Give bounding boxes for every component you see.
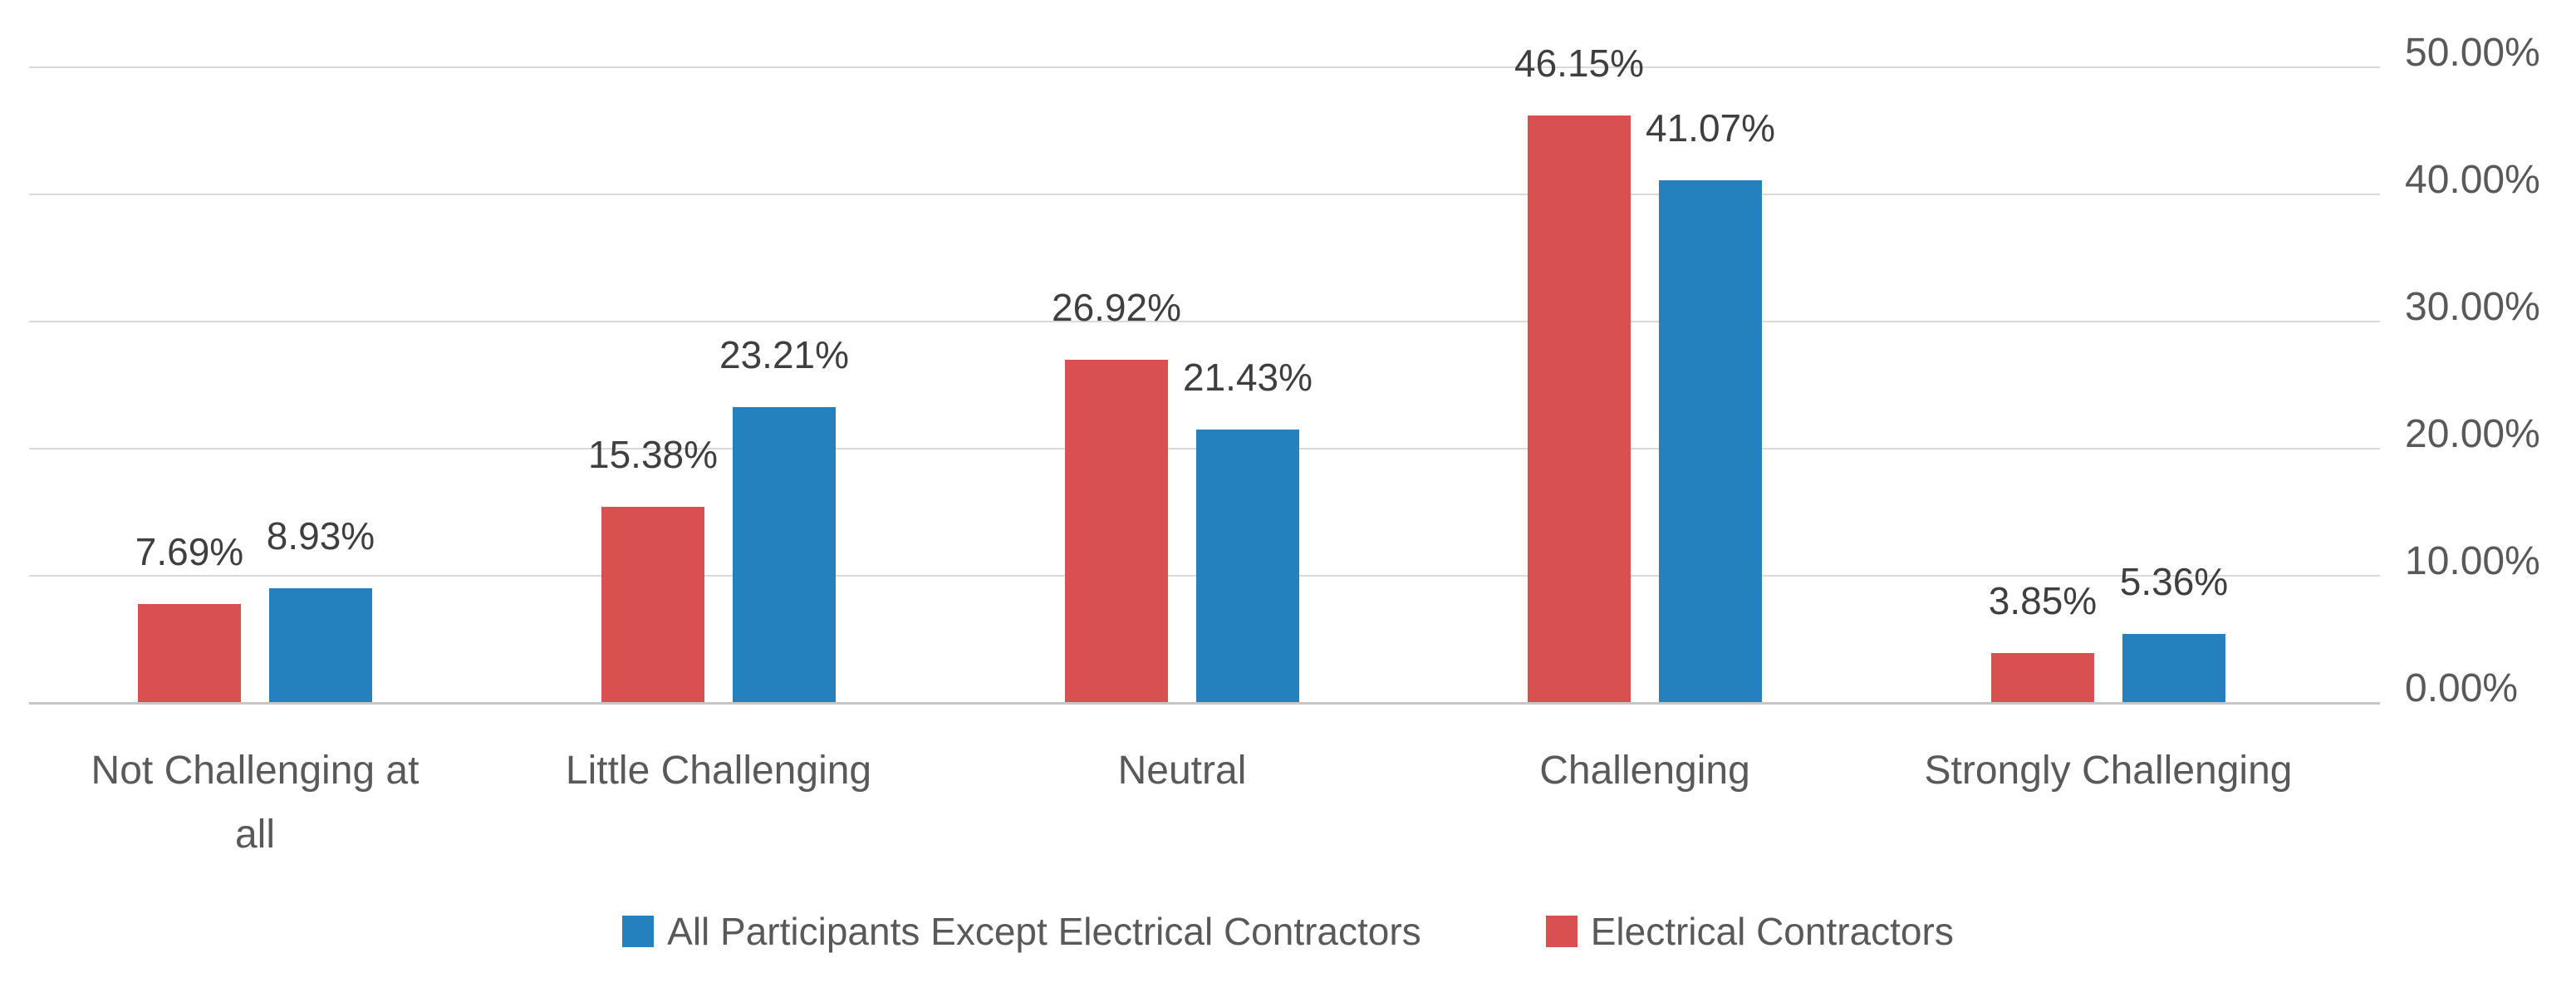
electrical-contractors-value-label: 46.15% [1514, 42, 1645, 85]
legend-swatch [1545, 916, 1577, 947]
legend-item: All Participants Except Electrical Contr… [622, 912, 1421, 951]
all-participants-except-electrical-contractors-value-label: 8.93% [266, 514, 375, 558]
category-label: Strongly Challenging [1924, 749, 2293, 793]
all-participants-except-electrical-contractors-bar [269, 588, 372, 702]
all-participants-except-electrical-contractors-bar [1659, 180, 1762, 702]
legend-item: Electrical Contractors [1545, 910, 1954, 953]
all-participants-except-electrical-contractors-value-label: 41.07% [1645, 106, 1776, 150]
electrical-contractors-bar [1991, 653, 2094, 702]
y-axis-tick-label: 50.00% [2405, 31, 2540, 75]
gridline [29, 194, 2380, 195]
legend: All Participants Except Electrical Contr… [0, 912, 2576, 951]
all-participants-except-electrical-contractors-value-label: 23.21% [719, 333, 850, 376]
y-axis-tick-label: 20.00% [2405, 412, 2540, 456]
legend-label: All Participants Except Electrical Contr… [667, 910, 1421, 953]
electrical-contractors-value-label: 15.38% [587, 433, 719, 476]
y-axis-tick-label: 40.00% [2405, 158, 2540, 202]
y-axis-tick-label: 10.00% [2405, 539, 2540, 583]
electrical-contractors-value-label: 3.85% [1988, 579, 2098, 622]
category-label: Neutral [1117, 749, 1247, 793]
y-axis-tick-label: 0.00% [2405, 666, 2519, 710]
gridline [29, 66, 2380, 68]
all-participants-except-electrical-contractors-bar [1196, 430, 1299, 702]
all-participants-except-electrical-contractors-value-label: 21.43% [1182, 356, 1313, 399]
electrical-contractors-value-label: 26.92% [1051, 286, 1182, 329]
electrical-contractors-bar [601, 507, 704, 702]
all-participants-except-electrical-contractors-bar [2122, 634, 2225, 702]
category-label: Not Challenging at all [91, 749, 420, 857]
all-participants-except-electrical-contractors-value-label: 5.36% [2119, 560, 2229, 603]
electrical-contractors-bar [1065, 360, 1168, 702]
electrical-contractors-value-label: 7.69% [135, 530, 244, 573]
legend-label: Electrical Contractors [1590, 910, 1954, 953]
electrical-contractors-bar [138, 604, 241, 702]
legend-swatch [622, 916, 655, 947]
y-axis-tick-label: 30.00% [2405, 285, 2540, 329]
gridline [29, 321, 2380, 322]
category-label: Little Challenging [565, 749, 872, 793]
x-axis-line [29, 702, 2380, 705]
electrical-contractors-bar [1528, 115, 1631, 702]
all-participants-except-electrical-contractors-bar [733, 407, 836, 702]
category-label: Challenging [1539, 749, 1750, 793]
